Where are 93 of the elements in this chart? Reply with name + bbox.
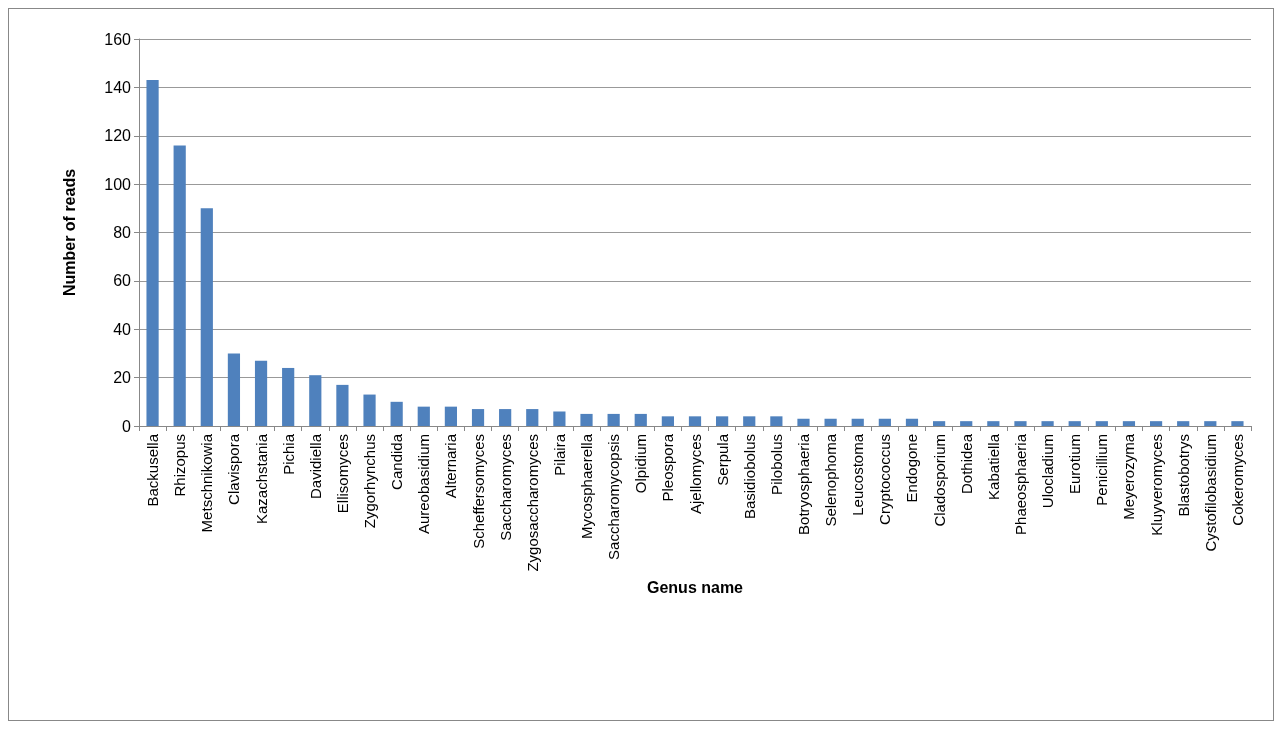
x-tick-label: Kazachstania (252, 433, 270, 525)
x-tick-label: Davidiella (306, 433, 324, 500)
x-tick-label: Dothidea (957, 433, 975, 495)
bar (797, 418, 810, 426)
x-tick-label: Saccharomycopsis (605, 434, 623, 560)
x-tick-label: Penicillium (1093, 434, 1111, 506)
bar (688, 416, 702, 426)
bar (661, 416, 674, 426)
bar (499, 409, 512, 426)
y-tick-label: 160 (104, 30, 132, 48)
x-tick-label: Cryptococcus (876, 434, 894, 525)
x-tick-label: Cladosporium (930, 434, 948, 527)
bar (878, 418, 891, 426)
x-tick-label: Pleospora (659, 433, 677, 502)
bar (553, 411, 566, 426)
x-tick-label: Mycosphaerella (578, 433, 596, 540)
bar (743, 416, 756, 426)
x-tick-label: Ulocladium (1039, 434, 1057, 509)
x-tick-label: Ajellomyces (686, 434, 704, 515)
bar (1095, 421, 1108, 426)
x-tick-label: Basidiobolus (740, 434, 758, 520)
y-tick-label: 120 (104, 127, 132, 145)
bar (580, 413, 593, 426)
x-tick-label: Rhizopus (171, 434, 189, 497)
bar (770, 416, 783, 426)
bar (146, 80, 159, 426)
bar (960, 421, 973, 426)
x-tick-label: Phaeosphaeria (1011, 433, 1029, 535)
bar (933, 421, 946, 426)
bar (227, 353, 241, 426)
x-tick-label: Pilaira (550, 433, 568, 476)
bar (444, 406, 457, 426)
y-tick-label: 100 (104, 175, 132, 193)
x-tick-label: Blastobotrys (1174, 434, 1192, 517)
bar (716, 416, 729, 426)
bar (254, 360, 268, 426)
bar (987, 421, 1000, 426)
x-tick-label: Candida (388, 433, 406, 490)
bar (634, 413, 647, 426)
y-tick-label: 80 (113, 224, 132, 241)
bar (1177, 421, 1190, 426)
x-tick-label: Pilobolus (767, 434, 785, 495)
bar (905, 418, 919, 426)
x-tick-label: Pichia (279, 433, 297, 475)
x-tick-label: Botryosphaeria (794, 433, 812, 535)
y-tick-label: 60 (113, 272, 132, 290)
x-tick-label: Zygorhynchus (361, 434, 379, 529)
x-tick-label: Cystofilobasidium (1201, 434, 1219, 552)
x-tick-label: Saccharomyces (496, 434, 514, 541)
x-tick-label: Leucostoma (849, 433, 867, 516)
x-tick-label: Ellisomyces (333, 434, 351, 514)
x-tick-label: Selenophoma (822, 433, 840, 527)
x-tick-label: Kabatiella (984, 433, 1002, 500)
x-tick-label: Olpidium (632, 434, 650, 494)
x-tick-label: Aureobasidium (415, 434, 433, 535)
x-tick-label: Serpula (713, 433, 731, 486)
x-tick-label: Kluyveromyces (1147, 434, 1165, 536)
bar (1068, 421, 1081, 426)
bar (1122, 421, 1136, 426)
x-tick-label: Zygosaccharomyces (523, 434, 541, 572)
x-tick-label: Clavispora (225, 433, 243, 505)
bar (200, 208, 213, 426)
x-tick-label: Alternaria (442, 433, 460, 499)
x-axis-title: Genus name (646, 578, 744, 596)
x-tick-label: Metschnikowia (198, 433, 216, 533)
bar (471, 409, 485, 426)
x-tick-label: Backusella (144, 433, 162, 507)
y-tick-label: 40 (113, 320, 132, 338)
bar (282, 367, 295, 426)
y-tick-label: 140 (104, 78, 132, 96)
x-tick-label: Scheffersomyces (469, 434, 487, 549)
x-tick-label: Eurotium (1066, 434, 1084, 495)
bar (1204, 421, 1217, 426)
bar (607, 413, 620, 426)
bar (1014, 421, 1027, 426)
bar (824, 418, 837, 426)
bar (851, 418, 864, 426)
bar (173, 145, 186, 426)
bar (363, 394, 376, 426)
y-tick-label: 20 (113, 369, 132, 387)
bar (309, 375, 322, 426)
x-tick-label: Endogone (903, 434, 921, 503)
bar (336, 384, 349, 426)
y-axis-title: Number of reads (60, 168, 78, 297)
bar (1041, 421, 1054, 426)
bar (1149, 421, 1163, 426)
bar (417, 406, 430, 426)
x-tick-label: Meyerozyma (1120, 433, 1138, 520)
y-tick-label: 0 (122, 417, 132, 435)
bar (526, 409, 539, 426)
bar (1231, 421, 1244, 426)
bar (390, 401, 403, 426)
x-tick-label: Cokeromyces (1228, 434, 1246, 526)
